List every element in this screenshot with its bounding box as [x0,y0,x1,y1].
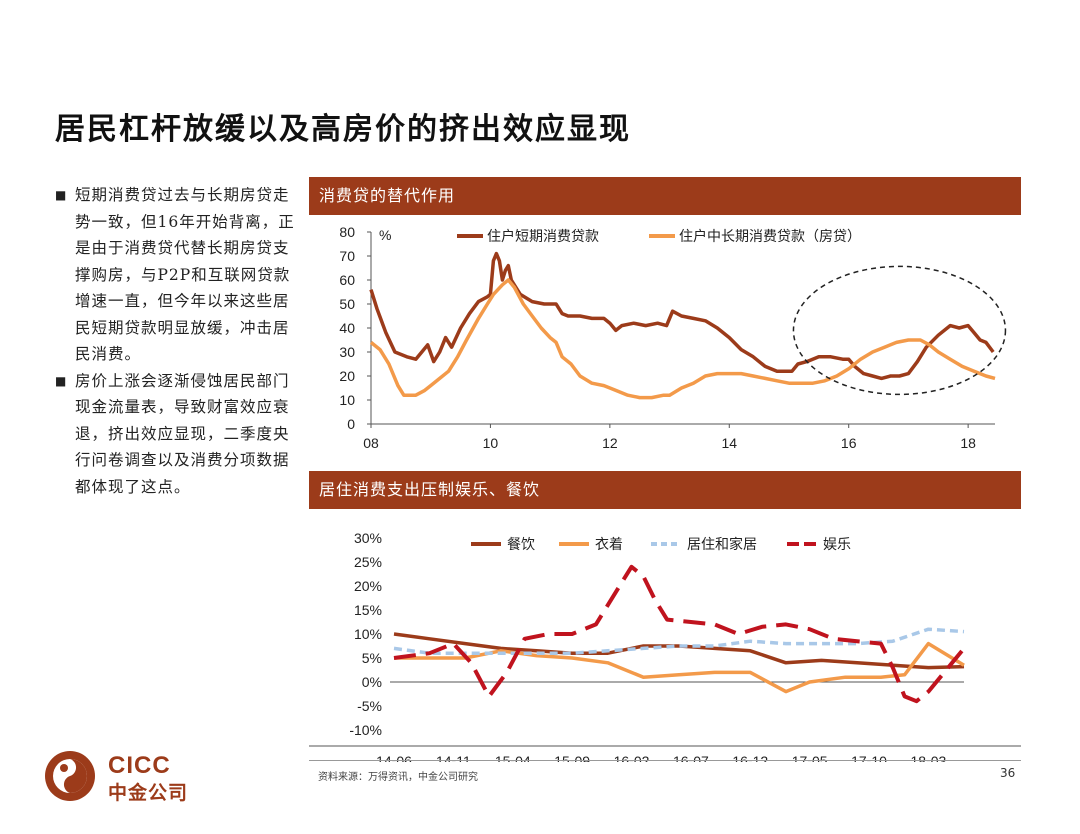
chart-consumer-loans: 0 10 20 30 40 50 60 70 80 08 10 12 14 16 18% 住户短期消费贷款 住户… [339,224,1007,451]
highlight-ellipse [792,265,1007,396]
chart1-header: 消费贷的替代作用 [309,177,1021,215]
x-tick-label: 17-10 [851,753,887,762]
y-tick-label: 10% [354,626,382,642]
chart-consumption-spending: 30% 25% 20% 15% 10% 5% 0% -5% -10% 14-06 14-11 15-0… [309,530,1021,762]
y-tick-label: 10 [339,392,355,408]
x-tick-label: 15-04 [495,753,531,762]
x-tick-label: 16-02 [614,753,650,762]
logo-text-cn: 中金公司 [108,782,189,804]
source-note: 资料来源：万得资讯，中金公司研究 [318,772,478,783]
y-tick-label: 30% [354,530,382,546]
x-tick-label: 14-06 [376,753,412,762]
square-bullet-icon: ■ [55,373,67,388]
y-tick-label: 30 [339,344,355,360]
bullet-text: 短期消费贷过去与长期房贷走势一致，但16年开始背离，正是由于消费贷代替长期房贷支… [75,186,295,363]
chart2-header: 居住消费支出压制娱乐、餐饮 [309,471,1021,509]
y-tick-label: -5% [357,698,382,714]
x-tick-label: 16-07 [673,753,709,762]
x-tick-label: 16 [841,435,857,451]
y-tick-label: 0 [347,416,355,432]
page-number: 36 [1000,766,1016,780]
y-tick-label: 50 [339,296,355,312]
y-tick-label: 25% [354,554,382,570]
bullet-text: 房价上涨会逐渐侵蚀居民部门现金流量表，导致财富效应衰退，挤出效应显现，二季度央行… [75,371,290,496]
series-line [393,627,965,655]
unit-label: % [379,227,391,243]
legend-label: 餐饮 [507,536,535,552]
x-tick-label: 14 [721,435,737,451]
legend-label: 住户短期消费贷款 [487,228,599,244]
y-tick-label: 20% [354,578,382,594]
footer-divider [309,760,1021,761]
y-tick-label: 70 [339,248,355,264]
legend-label: 衣着 [595,536,623,552]
x-tick-label: 12 [602,435,618,451]
series-line [393,564,966,704]
series-line [369,251,995,381]
bullet-item: ■ 短期消费贷过去与长期房贷走势一致，但16年开始背离，正是由于消费贷代替长期房… [55,182,300,368]
y-tick-label: 40 [339,320,355,336]
logo-text-en: CICC [108,752,171,779]
legend-label: 娱乐 [823,536,851,552]
x-tick-label: 18-03 [910,753,946,762]
series-line [393,632,965,670]
bullet-item: ■ 房价上涨会逐渐侵蚀居民部门现金流量表，导致财富效应衰退，挤出效应显现，二季度… [55,368,300,501]
cicc-logo-icon [45,751,95,801]
x-tick-label: 16-12 [732,753,768,762]
y-tick-label: 15% [354,602,382,618]
y-tick-label: 60 [339,272,355,288]
x-tick-label: 15-09 [554,753,590,762]
legend-label: 居住和家居 [687,536,757,552]
y-tick-label: 5% [362,650,382,666]
x-tick-label: 10 [483,435,499,451]
page-title: 居民杠杆放缓以及高房价的挤出效应显现 [55,112,631,147]
y-tick-label: 20 [339,368,355,384]
y-tick-label: -10% [349,722,382,738]
x-tick-label: 17-05 [792,753,828,762]
series-line [394,641,965,694]
x-tick-label: 08 [363,435,379,451]
y-tick-label: 0% [362,674,382,690]
x-tick-label: 18 [960,435,976,451]
series-line [369,278,996,400]
square-bullet-icon: ■ [55,188,67,202]
y-tick-label: 80 [339,224,355,240]
bullet-list: ■ 短期消费贷过去与长期房贷走势一致，但16年开始背离，正是由于消费贷代替长期房… [55,182,300,500]
x-tick-label: 14-11 [436,753,471,762]
legend-label: 住户中长期消费贷款（房贷） [679,228,861,244]
